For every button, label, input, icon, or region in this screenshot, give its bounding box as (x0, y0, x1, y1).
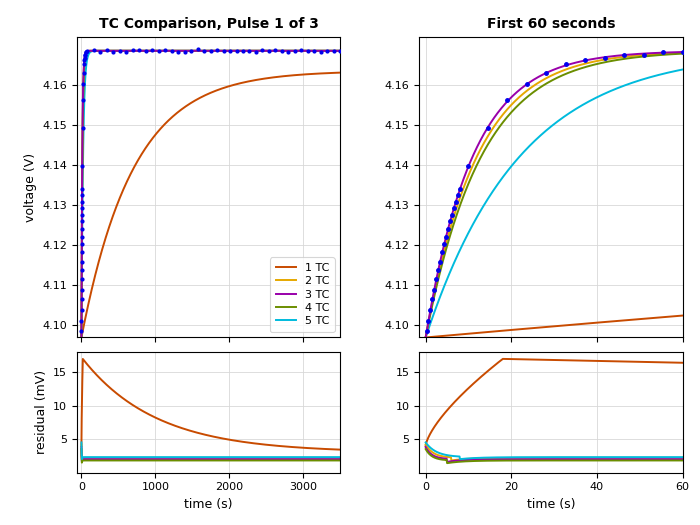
1 TC (122, 180, 130, 186)
X-axis label: time (s): time (s) (184, 498, 233, 511)
5 TC (331, 48, 340, 54)
1 TC (188, 99, 196, 106)
2 TC (331, 48, 340, 54)
4 TC (176, 48, 185, 54)
Line: 2 TC: 2 TC (81, 51, 340, 338)
2 TC (106, 48, 115, 54)
4 TC (336, 48, 344, 54)
4 TC (107, 48, 116, 54)
4 TC (108, 48, 117, 54)
5 TC (336, 48, 344, 54)
1 TC (331, 70, 340, 76)
5 TC (107, 48, 116, 54)
5 TC (303, 48, 312, 54)
3 TC (107, 48, 116, 54)
Line: 5 TC: 5 TC (81, 51, 340, 338)
4 TC (331, 48, 340, 54)
Line: 3 TC: 3 TC (81, 51, 340, 338)
2 TC (77, 334, 85, 341)
3 TC (122, 48, 131, 54)
Line: 4 TC: 4 TC (81, 51, 340, 338)
Line: 1 TC: 1 TC (81, 72, 340, 338)
3 TC (104, 48, 112, 54)
5 TC (122, 48, 130, 54)
5 TC (188, 48, 196, 54)
4 TC (122, 48, 131, 54)
1 TC (176, 107, 185, 113)
Title: First 60 seconds: First 60 seconds (486, 17, 615, 31)
2 TC (303, 48, 312, 54)
3 TC (176, 48, 185, 54)
5 TC (77, 334, 85, 341)
Title: TC Comparison, Pulse 1 of 3: TC Comparison, Pulse 1 of 3 (99, 17, 318, 31)
2 TC (336, 48, 344, 54)
4 TC (188, 48, 196, 54)
2 TC (176, 48, 185, 54)
3 TC (188, 48, 196, 54)
3 TC (331, 48, 340, 54)
1 TC (336, 69, 344, 76)
Y-axis label: residual (mV): residual (mV) (35, 370, 48, 455)
4 TC (77, 334, 85, 341)
2 TC (188, 48, 196, 54)
5 TC (176, 48, 185, 54)
1 TC (303, 71, 312, 77)
2 TC (107, 48, 116, 54)
5 TC (130, 48, 139, 54)
Y-axis label: voltage (V): voltage (V) (24, 153, 37, 222)
2 TC (122, 48, 131, 54)
3 TC (77, 334, 85, 341)
4 TC (303, 48, 312, 54)
1 TC (107, 218, 116, 225)
1 TC (77, 334, 85, 341)
3 TC (303, 48, 312, 54)
Legend: 1 TC, 2 TC, 3 TC, 4 TC, 5 TC: 1 TC, 2 TC, 3 TC, 4 TC, 5 TC (270, 257, 335, 332)
X-axis label: time (s): time (s) (526, 498, 575, 511)
3 TC (336, 48, 344, 54)
